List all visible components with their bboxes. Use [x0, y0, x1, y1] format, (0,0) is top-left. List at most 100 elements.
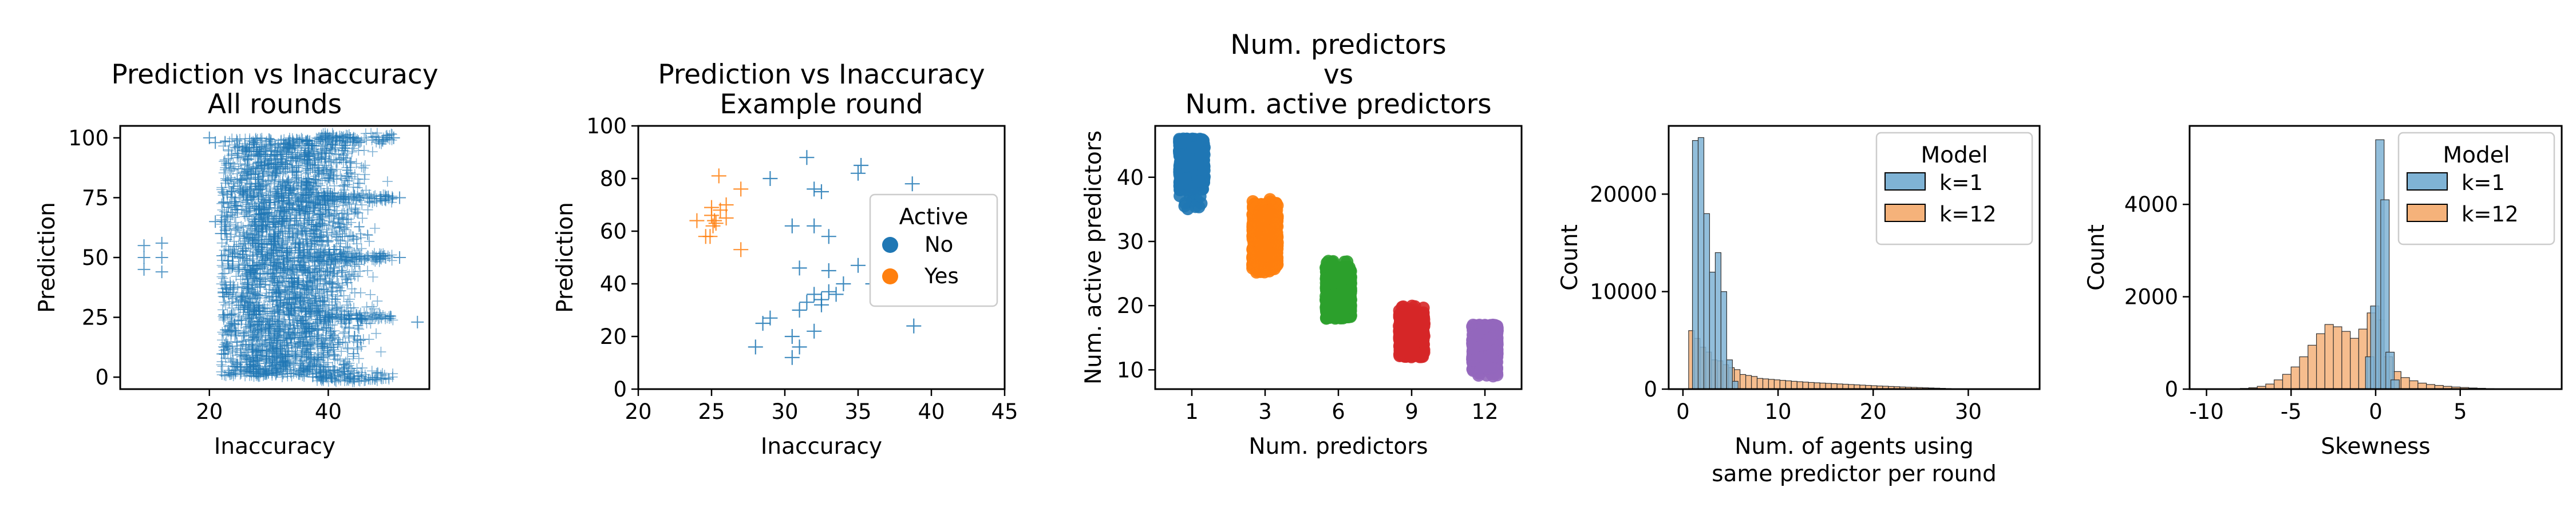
legend-marker: [882, 237, 898, 253]
data-point: [351, 158, 362, 169]
data-point: [344, 358, 355, 369]
data-point: [234, 152, 244, 163]
data-point: [332, 354, 343, 365]
data-point: [357, 200, 368, 211]
data-point: [278, 238, 289, 249]
data-point: [216, 271, 227, 282]
data-point: [222, 207, 232, 218]
data-point: [1173, 136, 1186, 149]
data-point: [239, 351, 250, 362]
chart-title-line: Prediction vs Inaccuracy: [658, 59, 985, 90]
x-tick-label: 40: [918, 399, 945, 424]
data-point: [367, 146, 378, 157]
data-point: [356, 243, 367, 254]
data-point: [346, 283, 357, 294]
data-point: [227, 210, 238, 221]
data-point: [346, 146, 357, 157]
x-axis-label: Inaccuracy: [214, 434, 335, 459]
data-point: [340, 272, 351, 283]
data-point: [235, 159, 246, 169]
x-axis-label: Inaccuracy: [761, 434, 882, 459]
data-point: [345, 294, 355, 304]
data-point: [228, 179, 239, 189]
data-point: [263, 292, 274, 303]
data-point: [230, 345, 240, 356]
y-tick-label: 0: [613, 377, 627, 402]
y-tick-label: 20: [600, 324, 627, 349]
data-point: [275, 225, 286, 236]
data-point: [227, 355, 238, 366]
data-point: [302, 319, 313, 330]
data-point: [230, 224, 240, 235]
data-point: [261, 288, 272, 299]
data-point: [239, 253, 250, 264]
data-point: [359, 160, 370, 171]
data-point: [285, 212, 296, 223]
data-point: [337, 336, 348, 347]
data-point: [337, 280, 347, 291]
data-point: [255, 282, 266, 292]
data-point: [216, 260, 227, 271]
y-tick-label: 75: [82, 185, 109, 210]
data-point: [295, 363, 306, 374]
data-point: [345, 230, 356, 241]
data-point: [224, 320, 235, 331]
data-point: [359, 169, 370, 180]
legend-title: Active: [899, 204, 969, 230]
data-point: [359, 174, 370, 185]
data-point: [307, 256, 318, 267]
data-point: [283, 175, 294, 185]
data-point: [333, 235, 344, 245]
data-point: [336, 346, 347, 357]
data-point: [217, 204, 228, 215]
data-point: [337, 267, 348, 278]
data-point: [346, 267, 357, 278]
data-point: [298, 270, 309, 281]
data-point: [286, 358, 297, 369]
data-point: [272, 141, 283, 152]
data-point: [218, 156, 229, 167]
data-point: [372, 296, 383, 307]
data-point: [240, 322, 251, 333]
data-point: [1192, 175, 1206, 188]
data-point: [346, 204, 357, 215]
data-point: [305, 225, 316, 236]
data-point: [349, 302, 359, 313]
data-point: [299, 223, 310, 233]
y-tick-label: 50: [82, 245, 109, 270]
data-point: [338, 328, 349, 339]
data-point: [352, 182, 363, 193]
data-point: [224, 298, 235, 309]
data-point: [1191, 154, 1204, 168]
data-point: [226, 175, 237, 185]
x-tick-label: 40: [315, 399, 342, 424]
data-point: [314, 209, 325, 220]
data-point: [260, 279, 271, 290]
data-point: [219, 206, 230, 217]
x-tick-label: 20: [196, 399, 223, 424]
y-tick-label: 80: [600, 167, 627, 191]
data-point: [235, 133, 246, 144]
data-point: [296, 303, 307, 314]
data-point: [276, 315, 287, 326]
data-point: [330, 208, 341, 219]
y-tick-label: 0: [95, 365, 109, 390]
x-tick-label: 30: [771, 399, 798, 424]
data-point: [218, 141, 229, 152]
data-point: [273, 334, 284, 345]
data-point: [342, 354, 353, 365]
y-axis-label: Prediction: [552, 202, 578, 313]
data-point: [225, 219, 236, 230]
data-point: [303, 249, 314, 260]
data-point: [322, 236, 333, 247]
chart-title-line: Example round: [720, 89, 923, 120]
data-point: [290, 310, 301, 321]
strip-3: [1246, 193, 1284, 279]
data-point: [223, 289, 234, 300]
x-tick-label: 25: [698, 399, 725, 424]
y-tick-label: 25: [82, 306, 109, 330]
legend-label: Yes: [924, 264, 959, 288]
